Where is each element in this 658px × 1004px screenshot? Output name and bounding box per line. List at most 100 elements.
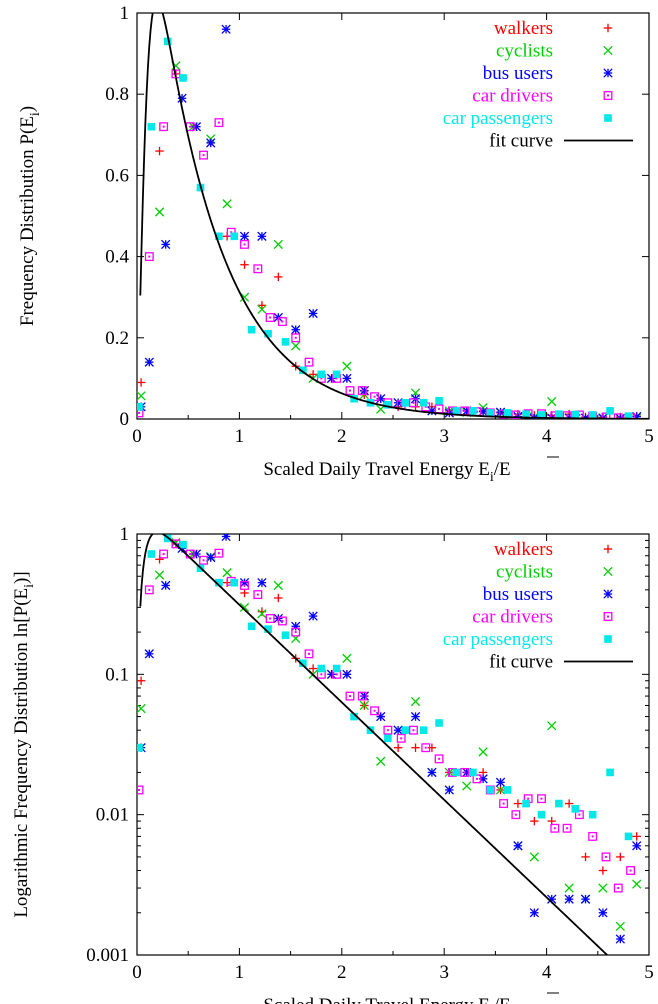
data-point-square-open — [574, 810, 584, 820]
data-point-square-filled — [469, 768, 477, 777]
data-point-square-filled — [384, 400, 392, 409]
plot-frame — [136, 12, 650, 420]
data-point-square-open — [253, 264, 263, 274]
data-point-square-filled — [215, 232, 223, 241]
data-point-cross — [547, 396, 557, 407]
data-point-square-open — [304, 357, 314, 367]
legend-swatch-square-filled — [604, 114, 612, 122]
data-point-square-filled — [179, 540, 187, 549]
data-point-square-open — [383, 725, 393, 735]
x-tick-label: 0 — [132, 962, 142, 983]
data-point-square-filled — [299, 366, 307, 375]
data-point-cross — [495, 785, 506, 795]
data-point-cross — [273, 580, 283, 591]
legend-label: car drivers — [472, 86, 553, 107]
x-tick-label: 5 — [644, 962, 654, 983]
data-point-star — [291, 621, 301, 631]
data-point-cross — [137, 391, 146, 401]
data-point-star — [144, 649, 154, 659]
data-point-square-filled — [137, 743, 143, 752]
data-point-square-open — [613, 883, 623, 893]
data-point-square-filled — [435, 719, 443, 727]
data-point-square-filled — [137, 403, 143, 411]
data-point-cross — [410, 696, 421, 707]
data-point-square-open — [199, 150, 209, 160]
data-point-plus — [257, 301, 267, 310]
data-point-star — [221, 534, 231, 542]
data-point-square-open — [626, 866, 636, 875]
data-point-star — [257, 578, 267, 588]
data-point-square-open — [240, 580, 249, 590]
data-point-square-open — [159, 549, 169, 559]
data-point-star — [239, 231, 250, 241]
data-point-star — [291, 325, 301, 335]
data-point-plus — [274, 593, 283, 603]
data-point-cross — [222, 568, 232, 578]
data-point-star — [427, 767, 437, 778]
data-point-square-open — [588, 831, 598, 841]
data-point-plus — [137, 378, 146, 387]
data-point-square-filled — [522, 410, 530, 418]
x-tick-label: 3 — [439, 426, 449, 447]
x-tick-label: 2 — [337, 962, 347, 983]
data-point-cross — [257, 304, 267, 315]
data-point-cross — [632, 879, 642, 889]
data-point-square-filled — [317, 664, 326, 673]
data-point-star — [161, 239, 171, 250]
y-tick-label: 0.2 — [105, 328, 129, 349]
data-point-square-filled — [281, 631, 290, 640]
data-point-square-open — [277, 616, 287, 626]
data-point-cross — [598, 883, 608, 893]
data-point-square-filled — [264, 329, 272, 338]
x-tick-label: 3 — [439, 962, 449, 983]
y-tick-label: 1 — [120, 524, 130, 545]
data-point-square-open — [434, 404, 444, 414]
data-point-star — [580, 894, 591, 904]
data-point-cross — [615, 921, 625, 932]
data-point-cross — [291, 341, 301, 351]
data-point-square-filled — [299, 659, 307, 668]
data-point-cross — [444, 767, 454, 778]
data-point-square-filled — [401, 726, 410, 734]
data-point-star — [206, 138, 216, 148]
data-point-square-filled — [503, 786, 512, 794]
data-point-square-open — [537, 794, 546, 804]
data-point-square-open — [499, 799, 509, 809]
data-point-square-open — [562, 411, 572, 419]
data-point-square-filled — [147, 122, 156, 131]
data-point-square-open — [291, 333, 301, 343]
data-point-square-filled — [624, 412, 633, 419]
data-point-square-filled — [215, 578, 223, 587]
data-point-plus — [240, 260, 249, 269]
data-point-square-filled — [247, 325, 256, 334]
data-point-star — [529, 908, 539, 918]
data-point-cross — [547, 721, 557, 731]
data-point-square-open — [357, 691, 367, 701]
x-tick-label: 0 — [132, 426, 142, 447]
legend-label: cyclists — [496, 562, 553, 583]
data-point-square-open — [434, 754, 444, 764]
legend-swatch-cross — [603, 566, 613, 577]
legend-label: car drivers — [472, 607, 553, 628]
data-point-star — [632, 841, 642, 851]
chart-log-panel: 0 1 2 3 4 5 0.001 0.01 0.1 1 Scaled Daily Travel E… — [11, 524, 654, 1004]
x-tick-label: 4 — [542, 962, 552, 983]
data-point-star — [161, 580, 171, 591]
data-point-square-open — [511, 810, 521, 820]
data-point-square-filled — [555, 799, 563, 808]
data-point-cross — [342, 653, 352, 664]
data-point-star — [239, 578, 250, 588]
data-point-cross — [154, 570, 165, 580]
legend-swatch-plus — [603, 23, 613, 33]
data-point-square-filled — [606, 768, 614, 777]
data-point-square-open — [345, 386, 355, 396]
data-point-star — [615, 934, 625, 944]
legend-label: bus users — [483, 63, 553, 84]
data-point-star — [410, 711, 421, 722]
x-tick-label: 5 — [644, 426, 654, 447]
legend-swatch-star — [603, 68, 613, 78]
data-point-square-filled — [503, 409, 512, 417]
data-point-cross — [342, 361, 352, 371]
legend-label: walkers — [494, 18, 553, 39]
